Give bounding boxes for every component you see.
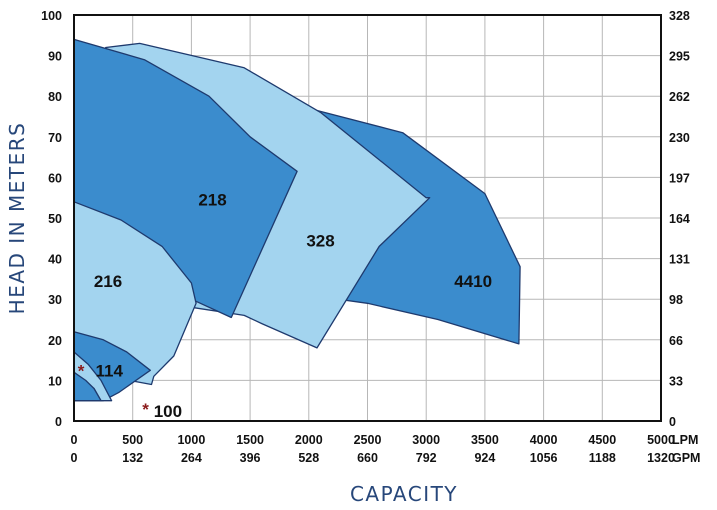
y-tick-label: 70 <box>48 131 62 145</box>
marker-asterisk: * <box>78 361 85 380</box>
region-label-4410: 4410 <box>454 272 492 291</box>
y2-tick-label: 33 <box>669 374 683 388</box>
y-tick-label: 0 <box>55 415 62 429</box>
plot-border <box>73 14 662 422</box>
x-tick-label-lpm: 3500 <box>471 433 499 447</box>
x-tick-label-lpm: 500 <box>122 433 143 447</box>
y2-tick-label: 328 <box>669 9 690 23</box>
x-tick-label-gpm: 1056 <box>530 451 558 465</box>
region-label-100: 100 <box>154 402 182 421</box>
x-tick-label-lpm: 1500 <box>236 433 264 447</box>
y2-tick-label: 262 <box>669 90 690 104</box>
x-tick-label-lpm: 5000 <box>647 433 675 447</box>
y2-tick-label: 98 <box>669 293 683 307</box>
y2-tick-label: 131 <box>669 253 690 267</box>
y2-tick-label: 164 <box>669 212 690 226</box>
y2-tick-label: 0 <box>669 415 676 429</box>
y-tick-label: 20 <box>48 334 62 348</box>
region-label-216: 216 <box>94 272 122 291</box>
y-tick-label: 30 <box>48 293 62 307</box>
x-tick-label-lpm: 0 <box>71 433 78 447</box>
x-tick-label-gpm: 0 <box>71 451 78 465</box>
x-axis-title: CAPACITY <box>350 482 458 506</box>
x-tick-label-gpm: 396 <box>240 451 261 465</box>
x-tick-label-lpm: 4500 <box>588 433 616 447</box>
x-tick-label-gpm: 132 <box>122 451 143 465</box>
x-tick-label-gpm: 264 <box>181 451 202 465</box>
y-tick-label: 60 <box>48 171 62 185</box>
x-tick-label-lpm: 4000 <box>530 433 558 447</box>
y2-tick-label: 295 <box>669 50 690 64</box>
x-tick-label-gpm: 660 <box>357 451 378 465</box>
region-label-114: 114 <box>96 361 124 380</box>
performance-regions <box>73 38 521 402</box>
y2-tick-label: 197 <box>669 171 690 185</box>
y2-tick-label: 66 <box>669 334 683 348</box>
y-tick-label: 50 <box>48 212 62 226</box>
y-tick-label: 10 <box>48 374 62 388</box>
y-tick-label: 40 <box>48 253 62 267</box>
x-tick-label-gpm: 528 <box>298 451 319 465</box>
marker-asterisk: * <box>142 400 149 419</box>
x-unit-gpm: GPM <box>672 451 700 465</box>
x-tick-label-gpm: 924 <box>474 451 495 465</box>
y-tick-label: 100 <box>41 9 62 23</box>
y-tick-label: 80 <box>48 90 62 104</box>
x-tick-label-lpm: 2500 <box>354 433 382 447</box>
region-label-328: 328 <box>306 231 334 250</box>
x-tick-label-lpm: 1000 <box>177 433 205 447</box>
region-labels: 4410 328 218 216 114 100 * * <box>78 191 492 421</box>
x-tick-label-lpm: 2000 <box>295 433 323 447</box>
region-label-218: 218 <box>198 191 226 210</box>
y-tick-label: 90 <box>48 50 62 64</box>
x-tick-label-gpm: 792 <box>416 451 437 465</box>
x-tick-label-lpm: 3000 <box>412 433 440 447</box>
x-unit-lpm: LPM <box>672 433 698 447</box>
y2-tick-label: 230 <box>669 131 690 145</box>
x-tick-label-gpm: 1320 <box>647 451 675 465</box>
x-tick-label-gpm: 1188 <box>589 451 616 465</box>
y-axis-title: HEAD IN METERS <box>5 122 29 315</box>
plot-frame <box>73 14 662 422</box>
